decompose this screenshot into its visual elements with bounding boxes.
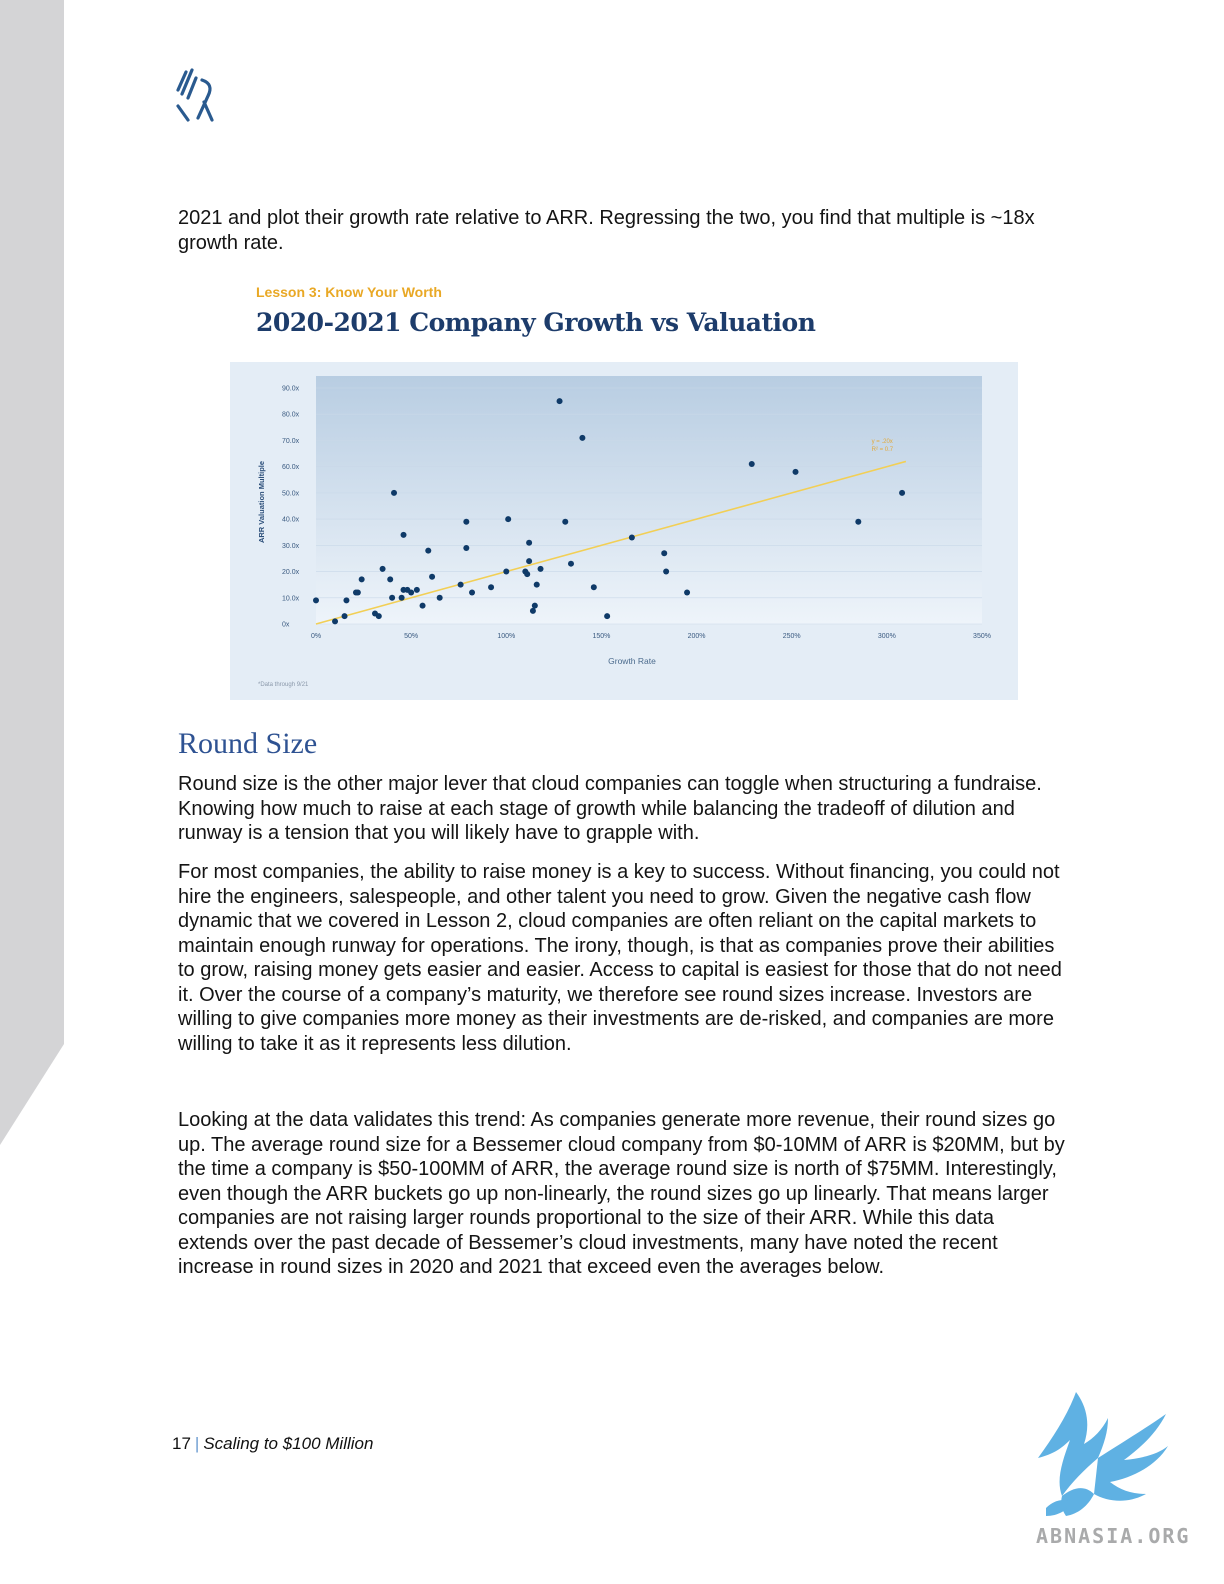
data-point bbox=[604, 613, 611, 620]
data-point bbox=[398, 594, 405, 601]
data-point bbox=[855, 518, 862, 525]
data-point bbox=[628, 534, 635, 541]
data-point bbox=[457, 581, 464, 588]
data-point bbox=[408, 589, 415, 596]
data-point bbox=[425, 547, 432, 554]
data-point bbox=[562, 518, 569, 525]
data-point bbox=[531, 602, 538, 609]
y-axis-label: ARR Valuation Multiple bbox=[257, 461, 266, 543]
chart-footnote: *Data through 9/21 bbox=[258, 682, 309, 688]
x-tick-label: 50% bbox=[404, 633, 418, 640]
page-footer: 17 | Scaling to $100 Million bbox=[172, 1434, 373, 1454]
intro-paragraph: 2021 and plot their growth rate relative… bbox=[178, 207, 1035, 254]
x-tick-label: 150% bbox=[592, 633, 610, 640]
data-point bbox=[391, 489, 398, 496]
x-axis-label: Growth Rate bbox=[608, 656, 656, 666]
footer-separator: | bbox=[194, 1434, 200, 1453]
data-point bbox=[488, 584, 495, 591]
data-point bbox=[529, 607, 536, 614]
data-point bbox=[792, 468, 799, 475]
x-tick-label: 250% bbox=[783, 633, 801, 640]
data-point bbox=[341, 613, 348, 620]
y-tick-label: 60.0x bbox=[282, 464, 300, 471]
trendline-label: R² = 0.7 bbox=[872, 447, 894, 453]
data-point bbox=[413, 586, 420, 593]
data-point bbox=[663, 568, 670, 575]
y-tick-label: 30.0x bbox=[282, 543, 300, 550]
y-tick-label: 10.0x bbox=[282, 595, 300, 602]
data-point bbox=[899, 489, 906, 496]
section-heading: Round Size bbox=[178, 727, 318, 760]
data-point bbox=[358, 576, 365, 583]
chart-title: 2020-2021 Company Growth vs Valuation bbox=[256, 308, 816, 337]
data-point bbox=[343, 597, 350, 604]
y-tick-label: 0x bbox=[282, 622, 290, 629]
side-band bbox=[0, 0, 64, 1145]
watermark-text: ABNASIA.ORG bbox=[1036, 1524, 1191, 1548]
data-point bbox=[526, 539, 533, 546]
data-point bbox=[354, 589, 361, 596]
chart-figure: Lesson 3: Know Your Worth 2020-2021 Comp… bbox=[230, 278, 1020, 702]
y-tick-label: 20.0x bbox=[282, 569, 300, 576]
paragraph-round-size: Round size is the other major lever that… bbox=[178, 773, 1042, 844]
x-tick-label: 0% bbox=[311, 633, 321, 640]
scatter-chart: 0x 10.0x 20.0x 30.0x 40.0x 50.0x 60.0x 70.0x 80.… bbox=[257, 376, 991, 666]
trendline bbox=[315, 460, 907, 625]
company-logo bbox=[176, 68, 214, 122]
x-tick-label: 100% bbox=[497, 633, 515, 640]
trendline-label: y = .20x bbox=[872, 439, 893, 445]
data-point bbox=[579, 434, 586, 441]
footer-doc-title: Scaling to $100 Million bbox=[203, 1434, 374, 1453]
data-point bbox=[556, 398, 563, 405]
data-point bbox=[400, 531, 407, 538]
data-point bbox=[469, 589, 476, 596]
data-point bbox=[436, 594, 443, 601]
y-tick-label: 80.0x bbox=[282, 412, 300, 419]
data-point bbox=[463, 518, 470, 525]
data-point bbox=[379, 565, 386, 572]
data-point bbox=[590, 584, 597, 591]
y-tick-label: 70.0x bbox=[282, 438, 300, 445]
data-point bbox=[429, 573, 436, 580]
paragraph-financing: For most companies, the ability to raise… bbox=[178, 861, 1062, 1055]
data-point bbox=[419, 602, 426, 609]
data-point bbox=[387, 576, 394, 583]
data-point bbox=[748, 461, 755, 468]
data-point bbox=[375, 613, 382, 620]
data-point bbox=[661, 550, 668, 557]
page-number: 17 bbox=[172, 1434, 191, 1453]
y-tick-label: 90.0x bbox=[282, 386, 300, 393]
data-point bbox=[537, 565, 544, 572]
data-point bbox=[389, 594, 396, 601]
y-tick-label: 40.0x bbox=[282, 517, 300, 524]
data-point bbox=[505, 516, 512, 523]
data-point bbox=[684, 589, 691, 596]
data-point bbox=[332, 618, 339, 625]
chart-kicker: Lesson 3: Know Your Worth bbox=[256, 284, 442, 300]
data-point bbox=[526, 558, 533, 565]
paragraph-data-trend: Looking at the data validates this trend… bbox=[178, 1109, 1065, 1278]
watermark-bird-logo bbox=[1038, 1392, 1168, 1516]
y-tick-label: 50.0x bbox=[282, 490, 300, 497]
data-point bbox=[533, 581, 540, 588]
data-point bbox=[503, 568, 510, 575]
data-point bbox=[313, 597, 319, 604]
data-point bbox=[463, 544, 470, 551]
x-tick-label: 200% bbox=[688, 633, 706, 640]
data-point bbox=[524, 571, 531, 578]
plot-area bbox=[316, 376, 982, 624]
x-tick-label: 300% bbox=[878, 633, 896, 640]
x-tick-label: 350% bbox=[973, 633, 991, 640]
data-point bbox=[567, 560, 574, 567]
